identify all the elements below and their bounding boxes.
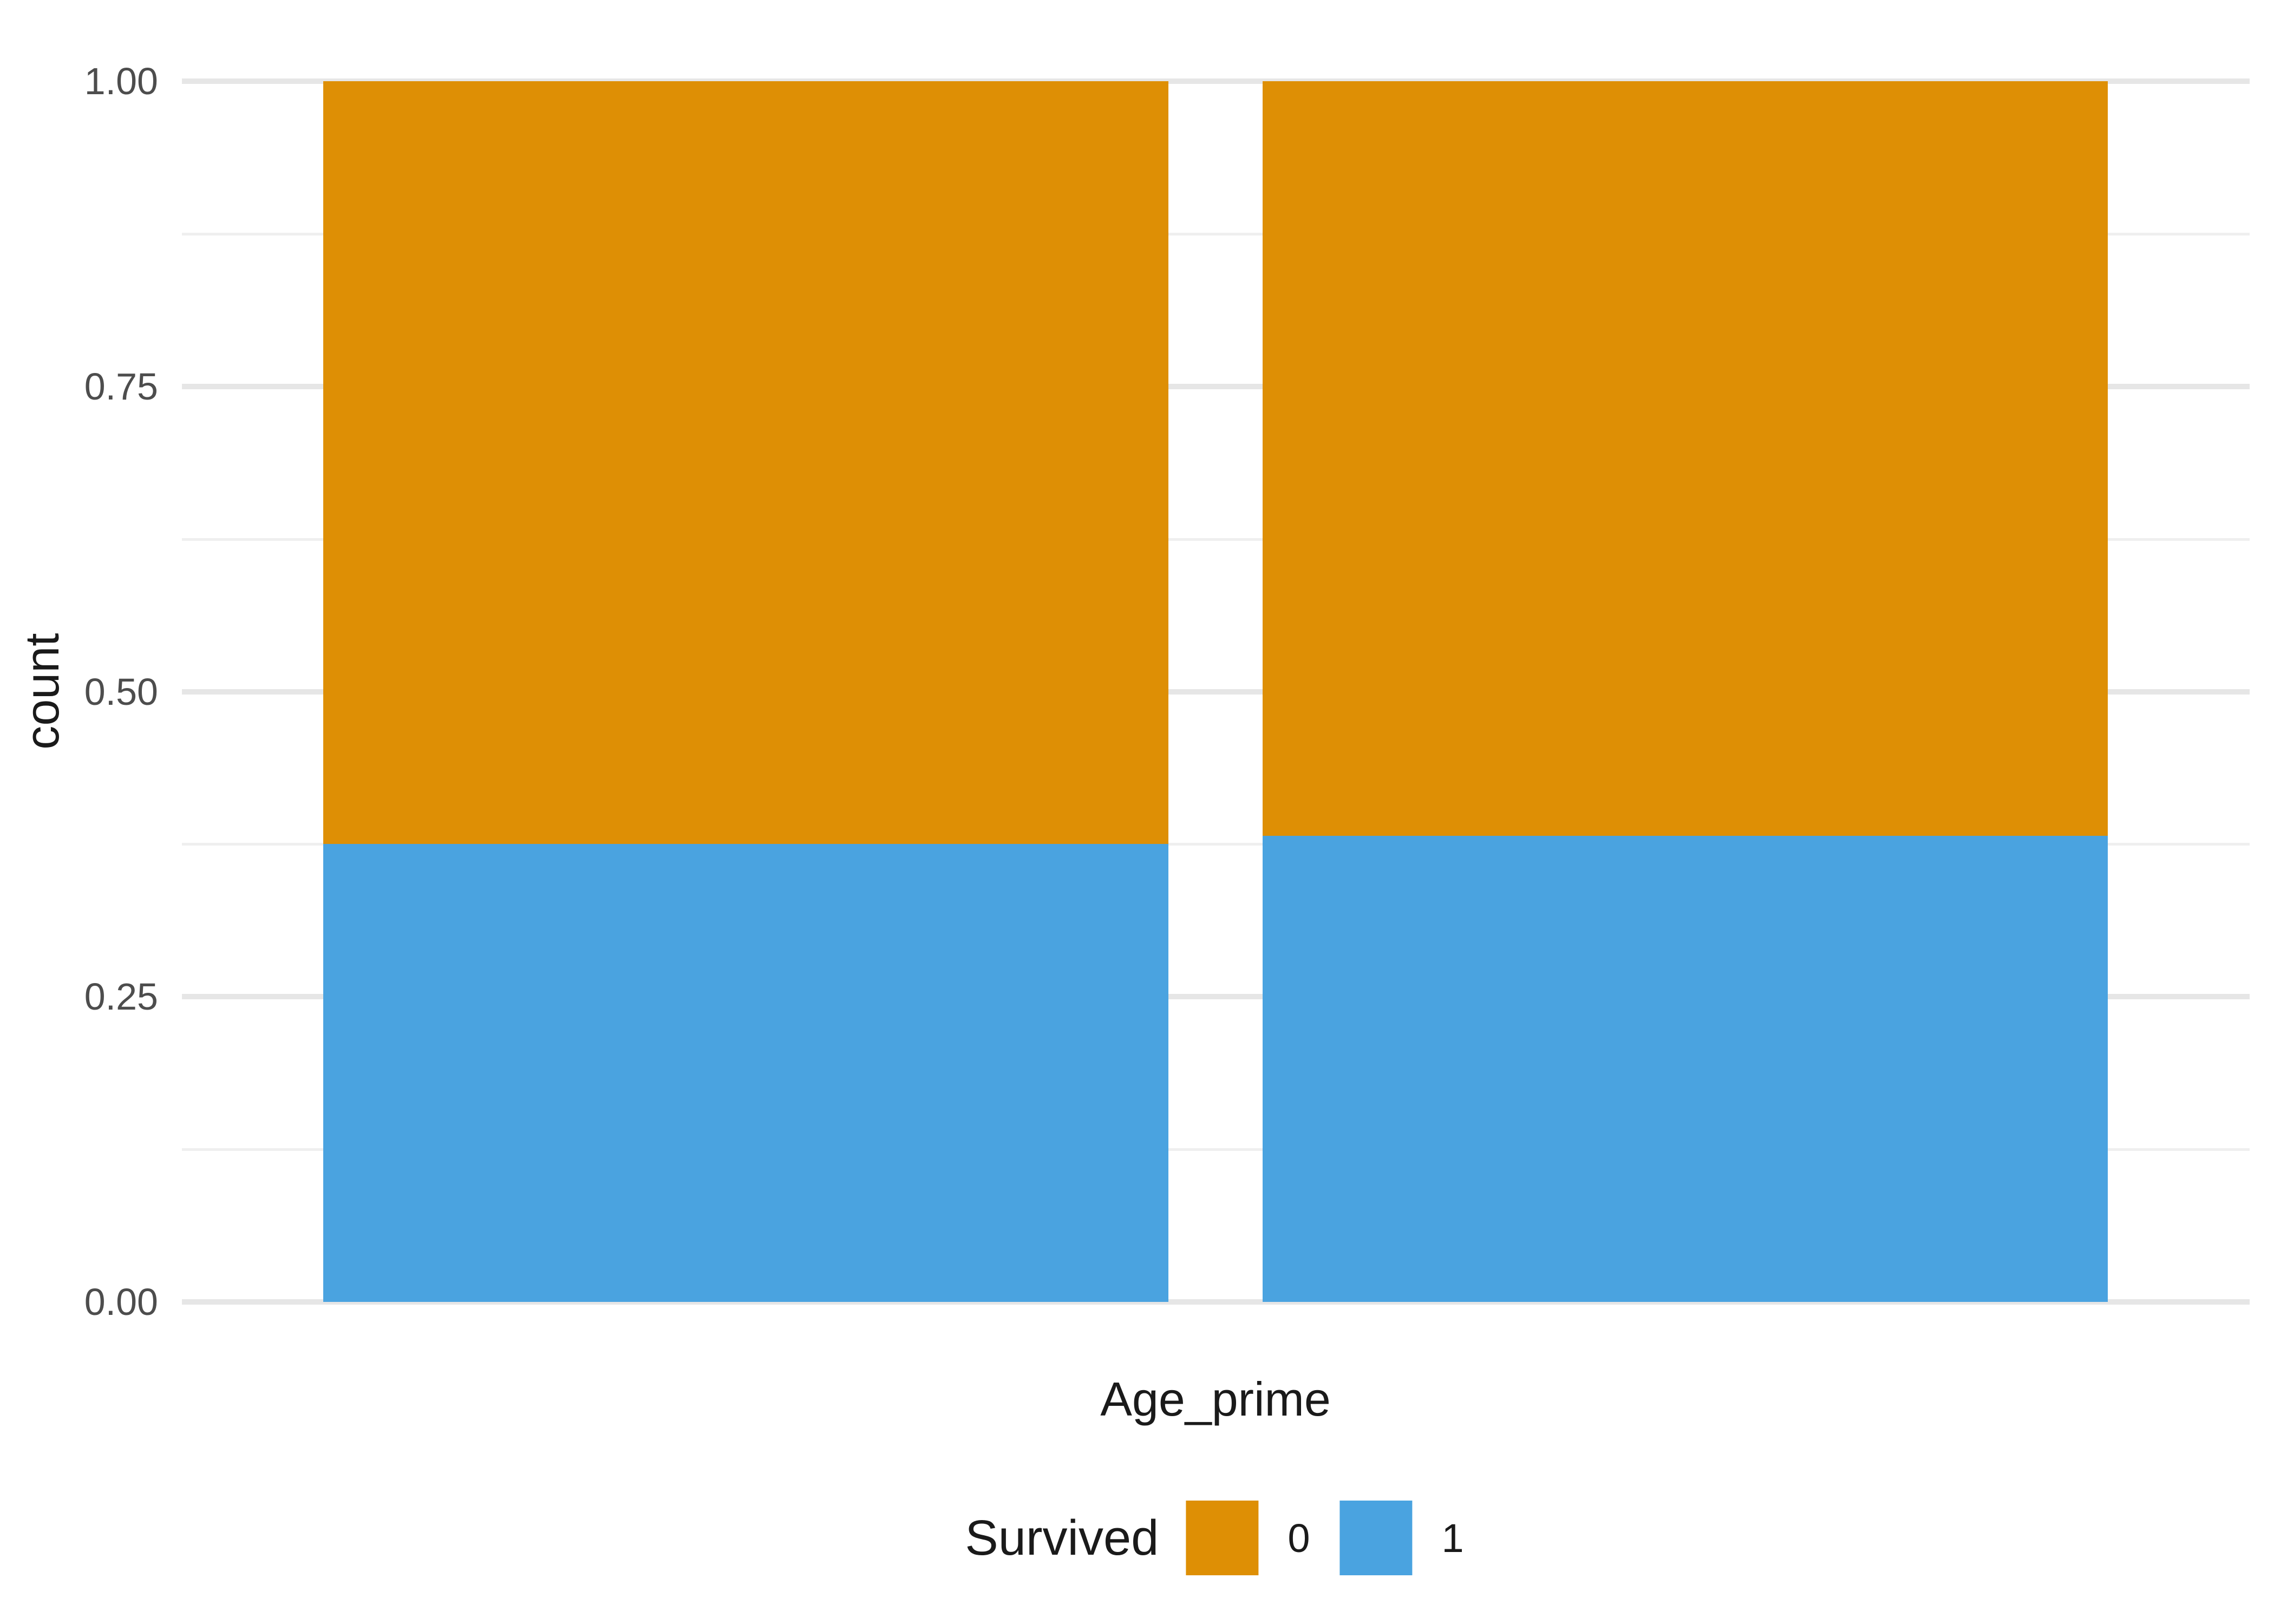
legend-item-survived-1: 1 [1339, 1501, 1464, 1575]
gridline-minor [182, 232, 2250, 235]
y-tick-label-0.25: 0.25 [84, 975, 158, 1018]
y-tick-label-0.50: 0.50 [84, 670, 158, 713]
gridline-major [182, 994, 2250, 1000]
y-tick-label-1.00: 1.00 [84, 60, 158, 102]
gridline-major [182, 1299, 2250, 1305]
legend: Survived 0 1 [965, 1501, 1464, 1575]
bar-2-segment-survived-1 [1263, 836, 2108, 1302]
gridline-minor [182, 538, 2250, 541]
y-tick-label-0.00: 0.00 [84, 1281, 158, 1323]
plot-panel [182, 78, 2250, 1305]
legend-label-survived-0: 0 [1288, 1515, 1310, 1561]
legend-swatch-survived-1-icon [1339, 1501, 1413, 1575]
x-axis-title: Age_prime [1100, 1372, 1331, 1426]
legend-label-survived-1: 1 [1441, 1515, 1464, 1561]
legend-item-survived-0: 0 [1186, 1501, 1310, 1575]
y-axis-title: count [15, 633, 69, 750]
bar-2-segment-survived-0 [1263, 81, 2108, 836]
gridline-minor [182, 1148, 2250, 1151]
legend-title: Survived [965, 1510, 1159, 1566]
gridline-major [182, 78, 2250, 84]
gridline-major [182, 689, 2250, 695]
gridline-minor [182, 843, 2250, 846]
bar-1-segment-survived-1 [323, 844, 1168, 1302]
bar-1-segment-survived-0 [323, 81, 1168, 844]
y-tick-label-0.75: 0.75 [84, 365, 158, 408]
gridline-major [182, 383, 2250, 389]
legend-swatch-survived-0-icon [1186, 1501, 1259, 1575]
